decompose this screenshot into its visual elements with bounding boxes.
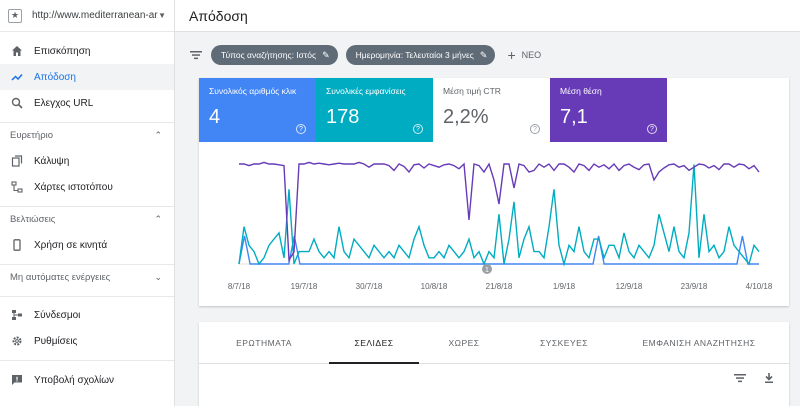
tab-devices[interactable]: ΣΥΣΚΕΥΕΣ (539, 337, 589, 348)
sidebar-item-label: Χάρτες ιστοτόπου (34, 181, 113, 193)
x-tick-label: 1/9/18 (553, 282, 576, 291)
new-label: ΝΕΟ (521, 50, 542, 60)
pencil-icon: ✎ (479, 49, 488, 60)
metric-average-position[interactable]: Μέση θέση 7,1 ? (550, 78, 667, 142)
sidebar-item-settings[interactable]: Ρυθμίσεις (0, 328, 174, 354)
chevron-up-icon: ⌃ (154, 130, 162, 140)
tab-queries[interactable]: ΕΡΩΤΗΜΑΤΑ (236, 337, 292, 348)
x-tick-label: 10/8/18 (421, 282, 448, 291)
new-filter-button[interactable]: + ΝΕΟ (507, 47, 541, 63)
links-icon (10, 308, 24, 322)
sidebar-item-mobile-usability[interactable]: Χρήση σε κινητά (0, 232, 174, 258)
file-copy-icon (10, 154, 24, 168)
section-manual-actions[interactable]: Μη αυτόματες ενέργειες ⌄ (0, 264, 174, 290)
pencil-icon: ✎ (322, 49, 330, 60)
metric-label: Μέση τιμή CTR (443, 86, 501, 96)
page-title: Απόδοση (189, 7, 248, 24)
performance-chart-card: Συνολικός αριθμός κλικ 4 ? Συνολικές εμφ… (199, 78, 789, 306)
sidebar-item-label: Ρυθμίσεις (34, 335, 78, 347)
series-line-0 (238, 235, 759, 265)
feedback-icon (10, 373, 24, 387)
filter-rows-icon[interactable] (733, 372, 747, 387)
x-tick-label: 8/7/18 (228, 282, 251, 291)
sidebar-item-feedback[interactable]: Υποβολή σχολίων (0, 367, 174, 393)
metric-average-ctr[interactable]: Μέση τιμή CTR 2,2% ? (433, 78, 550, 142)
sidebar-item-label: Κάλυψη (34, 155, 70, 167)
sidebar-item-coverage[interactable]: Κάλυψη (0, 148, 174, 174)
home-icon (10, 44, 24, 58)
search-type-chip[interactable]: Τύπος αναζήτησης: Ιστός ✎ (211, 45, 338, 65)
metric-label: Μέση θέση (560, 86, 602, 96)
dimensions-card: ΕΡΩΤΗΜΑΤΑ ΣΕΛΙΔΕΣ ΧΩΡΕΣ ΣΥΣΚΕΥΕΣ ΕΜΦΑΝΙΣ… (199, 322, 789, 406)
metric-value: 178 (326, 106, 360, 128)
tab-countries[interactable]: ΧΩΡΕΣ (448, 337, 480, 348)
sidebar-item-overview[interactable]: Επισκόπηση (0, 38, 174, 64)
smartphone-icon (10, 238, 24, 252)
property-selector[interactable]: ★ http://www.mediterranean-ar... ▼ (0, 0, 174, 32)
sidebar-item-label: Επισκόπηση (34, 45, 91, 57)
date-chip[interactable]: Ημερομηνία: Τελευταίοι 3 μήνες ✎ (345, 45, 496, 65)
sidebar-item-label: Υποβολή σχολίων (34, 374, 115, 386)
dimension-tabs: ΕΡΩΤΗΜΑΤΑ ΣΕΛΙΔΕΣ ΧΩΡΕΣ ΣΥΣΚΕΥΕΣ ΕΜΦΑΝΙΣ… (199, 322, 789, 364)
metric-total-clicks[interactable]: Συνολικός αριθμός κλικ 4 ? (199, 78, 316, 142)
x-tick-label: 30/7/18 (356, 282, 383, 291)
filter-icon[interactable] (189, 49, 203, 61)
tab-pages[interactable]: ΣΕΛΙΔΕΣ (329, 322, 419, 364)
property-url: http://www.mediterranean-ar... (32, 10, 159, 21)
sidebar-item-sitemaps[interactable]: Χάρτες ιστοτόπου (0, 174, 174, 200)
page-header: Απόδοση (175, 0, 800, 32)
sidebar-item-label: Σύνδεσμοι (34, 309, 81, 321)
section-label: Ευρετήριο (10, 130, 54, 141)
download-icon[interactable] (763, 372, 775, 387)
chevron-down-icon: ⌄ (154, 272, 162, 282)
sidebar-item-label: Απόδοση (34, 71, 76, 83)
sidebar-item-performance[interactable]: Απόδοση (0, 64, 174, 90)
section-index[interactable]: Ευρετήριο ⌃ (0, 122, 174, 148)
performance-line-chart: 1 8/7/18 19/7/18 30/7/18 10/8/18 21/8/18 1/9/1… (228, 161, 773, 291)
series-line-2 (239, 161, 760, 263)
chip-label: Ημερομηνία: Τελευταίοι 3 μήνες (355, 50, 474, 60)
sidebar-item-links[interactable]: Σύνδεσμοι (0, 302, 174, 328)
metric-value: 2,2% (443, 106, 489, 128)
metrics-row: Συνολικός αριθμός κλικ 4 ? Συνολικές εμφ… (199, 78, 667, 142)
sidebar-item-label: Ελεγχος URL (34, 97, 94, 109)
section-label: Μη αυτόματες ενέργειες (10, 272, 111, 283)
x-tick-label: 19/7/18 (291, 282, 318, 291)
x-tick-label: 4/10/18 (746, 282, 773, 291)
gear-icon (10, 334, 24, 348)
x-tick-label: 21/8/18 (486, 282, 513, 291)
svg-text:1: 1 (485, 267, 489, 274)
sidebar: ★ http://www.mediterranean-ar... ▼ Επισκ… (0, 0, 175, 406)
series-line-1 (238, 164, 760, 267)
plus-icon: + (507, 47, 516, 63)
annotation-marker[interactable]: 1 (482, 264, 492, 274)
tab-search-appearance[interactable]: ΕΜΦΑΝΙΣΗ ΑΝΑΖΗΤΗΣΗΣ (642, 337, 756, 348)
metric-total-impressions[interactable]: Συνολικές εμφανίσεις 178 ? (316, 78, 433, 142)
search-icon (10, 96, 24, 110)
sidebar-item-url-inspection[interactable]: Ελεγχος URL (0, 90, 174, 116)
chevron-up-icon: ⌃ (154, 214, 162, 224)
chip-label: Τύπος αναζήτησης: Ιστός (221, 50, 317, 60)
sitemap-icon (10, 180, 24, 194)
metric-label: Συνολικός αριθμός κλικ (209, 86, 297, 96)
x-tick-label: 12/9/18 (616, 282, 643, 291)
section-enhancements[interactable]: Βελτιώσεις ⌃ (0, 206, 174, 232)
filter-bar: Τύπος αναζήτησης: Ιστός ✎ Ημερομηνία: Τε… (175, 32, 800, 78)
section-label: Βελτιώσεις (10, 214, 56, 225)
caret-down-icon: ▼ (158, 11, 166, 20)
help-icon[interactable]: ? (530, 124, 540, 134)
help-icon[interactable]: ? (647, 124, 657, 134)
property-star-icon: ★ (8, 8, 22, 23)
help-icon[interactable]: ? (296, 124, 306, 134)
x-tick-label: 23/9/18 (681, 282, 708, 291)
metric-value: 7,1 (560, 106, 588, 128)
table-tools (733, 372, 775, 387)
metric-value: 4 (209, 106, 221, 128)
sidebar-item-label: Χρήση σε κινητά (34, 239, 108, 251)
trending-up-icon (10, 70, 24, 84)
metric-label: Συνολικές εμφανίσεις (326, 86, 406, 96)
help-icon[interactable]: ? (413, 124, 423, 134)
